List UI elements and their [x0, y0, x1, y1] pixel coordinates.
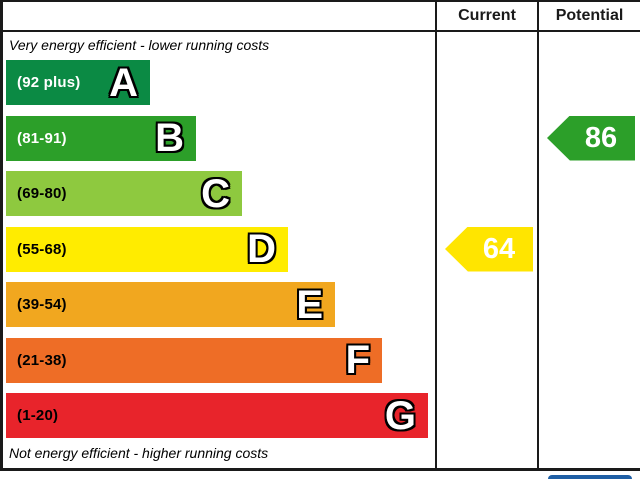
blue-panel-edge [548, 475, 632, 479]
potential-column-header: Potential [537, 2, 640, 30]
band-range-label: (1-20) [17, 407, 59, 424]
band-letter: A [109, 60, 138, 105]
band-row-A: (92 plus) A [6, 60, 150, 105]
potential-rating-arrow: 86 [547, 115, 635, 161]
rating-bands: Very energy efficient - lower running co… [3, 32, 435, 468]
band-letter: B [155, 116, 184, 160]
band-range-label: (39-54) [17, 296, 67, 313]
band-range-label: (81-91) [17, 129, 67, 147]
band-row-B: (81-91) B [6, 115, 196, 161]
current-rating-arrow: 64 [445, 226, 533, 272]
band-row-E: (39-54) E [6, 282, 335, 327]
band-letter: C [201, 171, 230, 216]
band-letter: D [247, 227, 276, 271]
potential-column: 86 [537, 32, 640, 468]
band-row-F: (21-38) F [6, 337, 382, 383]
band-letter: G [384, 393, 416, 438]
band-letter: F [345, 338, 370, 382]
chart-body-row: Very energy efficient - lower running co… [3, 32, 640, 468]
band-letter: E [296, 282, 323, 327]
band-range-label: (92 plus) [17, 74, 81, 91]
current-column: 64 [435, 32, 537, 468]
band-row-C: (69-80) C [6, 171, 242, 216]
band-range-label: (69-80) [17, 185, 67, 202]
current-column-header: Current [435, 2, 537, 30]
table-header-row: Current Potential [3, 2, 640, 32]
band-range-label: (21-38) [17, 351, 67, 369]
band-range-label: (55-68) [17, 240, 67, 258]
band-row-D: (55-68) D [6, 226, 288, 272]
caption-very-efficient: Very energy efficient - lower running co… [9, 37, 270, 53]
band-row-G: (1-20) G [6, 393, 428, 438]
header-spacer-cell [3, 2, 435, 30]
caption-not-efficient: Not energy efficient - higher running co… [9, 445, 269, 461]
